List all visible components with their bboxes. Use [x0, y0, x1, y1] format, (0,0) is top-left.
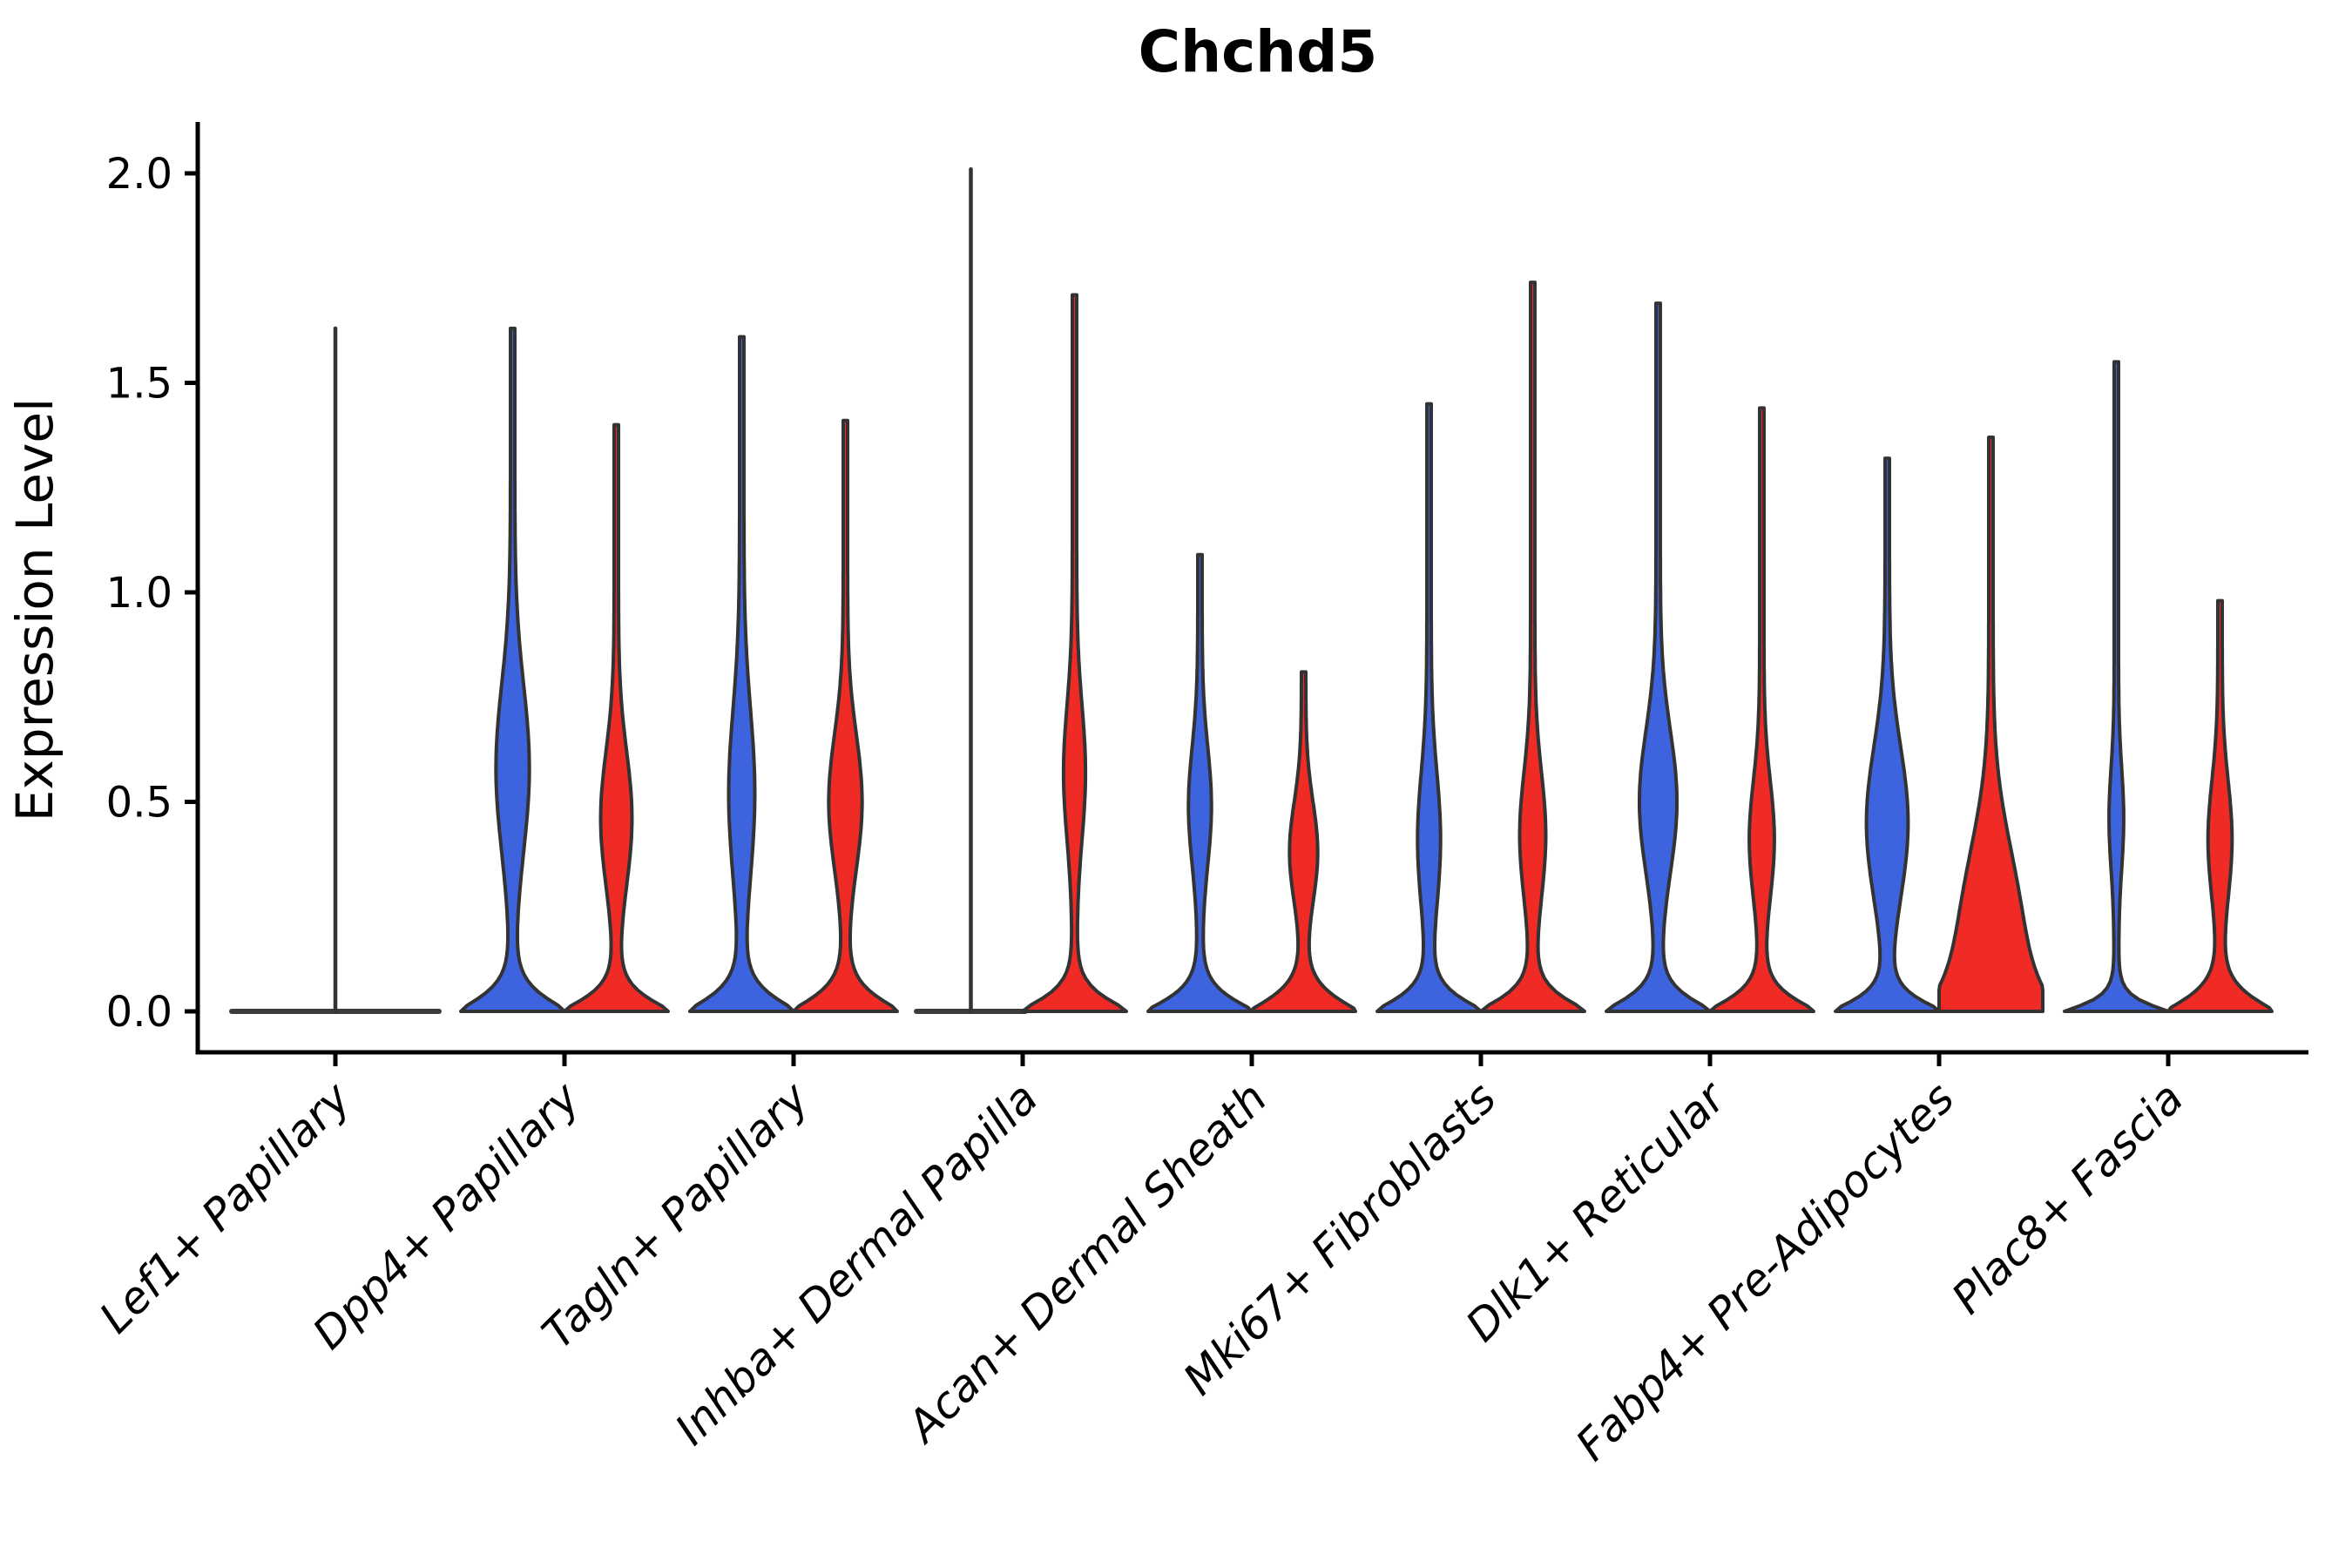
violins-group	[229, 166, 2274, 1014]
x-tick-label-fabp4-pre-adipocytes: Fabp4+ Pre-Adipocytes	[1566, 1072, 1964, 1470]
x-tick-label-acan-dermal-sheath: Acan+ Dermal Sheath	[896, 1072, 1277, 1453]
violin-mki67-fibroblasts-blue	[1375, 402, 1483, 1013]
violin-dpp4-papillary-red	[563, 422, 670, 1013]
y-tick-label-1.5: 1.5	[106, 360, 172, 409]
violin-mki67-fibroblasts-red	[1479, 280, 1586, 1013]
y-tick-label-1.0: 1.0	[106, 569, 172, 618]
y-tick-label-2.0: 2.0	[106, 150, 172, 199]
y-tick-label-0.5: 0.5	[106, 779, 172, 828]
violin-acan-dermal-sheath-blue	[1146, 552, 1254, 1013]
plot-title: Chchd5	[1139, 18, 1378, 85]
y-axis-label: Expression Level	[5, 398, 64, 821]
violin-acan-dermal-sheath-red	[1250, 670, 1357, 1013]
violin-plac8-fascia-blue	[2063, 360, 2170, 1013]
violin-dlk1-reticular-blue	[1605, 301, 1712, 1013]
x-tick-label-inhba-dermal-papilla: Inhba+ Dermal Papilla	[666, 1072, 1047, 1454]
violin-fabp4-pre-adipocytes-red	[1937, 436, 2044, 1013]
y-tick-label-0.0: 0.0	[106, 988, 172, 1037]
violin-inhba-dermal-papilla-red	[1021, 293, 1128, 1013]
x-tick-label-lef1-papillary: Lef1+ Papillary	[90, 1071, 361, 1342]
y-axis-ticks: 0.0 0.5 1.0 1.5 2.0	[106, 150, 198, 1037]
violin-dpp4-papillary-blue	[459, 327, 566, 1013]
violin-plac8-fascia-red	[2166, 598, 2274, 1013]
x-tick-label-plac8-fascia: Plac8+ Fascia	[1943, 1072, 2193, 1323]
violin-fabp4-pre-adipocytes-blue	[1834, 456, 1941, 1013]
violin-tagln-papillary-blue	[688, 335, 795, 1013]
violin-dlk1-reticular-red	[1708, 406, 1815, 1013]
violin-tagln-papillary-red	[792, 418, 899, 1013]
